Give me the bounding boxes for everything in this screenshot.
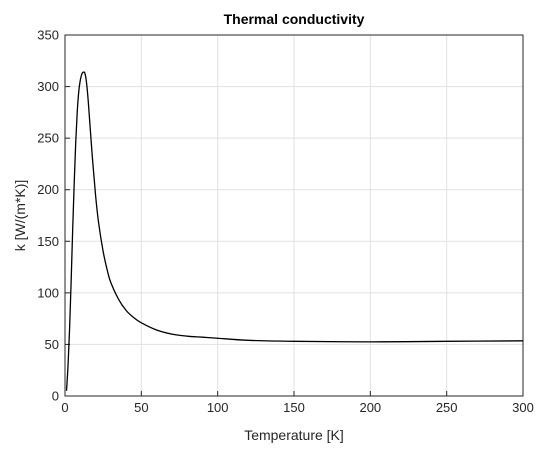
x-tick-label: 200 [359,400,381,415]
ticks: 0 50 100 150 200 250 300 0 50 100 150 200 250 300 350 [37,28,534,416]
x-tick-label: 0 [61,400,68,415]
y-tick-label: 0 [52,389,59,404]
y-tick-label: 200 [37,182,59,197]
x-axis-label: Temperature [K] [244,427,344,443]
y-tick-label: 300 [37,79,59,94]
series-layer [65,71,524,391]
y-tick-label: 250 [37,131,59,146]
series-line [65,71,524,391]
x-tick-label: 100 [207,400,229,415]
y-tick-label: 100 [37,285,59,300]
y-tick-label: 150 [37,234,59,249]
x-tick-label: 50 [134,400,148,415]
y-axis-label: k [W/(m*K)] [12,180,28,252]
chart-title: Thermal conductivity [224,11,365,27]
x-tick-label: 300 [512,400,534,415]
grid [64,34,524,397]
y-tick-label: 350 [37,28,59,43]
x-tick-label: 150 [283,400,305,415]
x-tick-label: 250 [436,400,458,415]
y-tick-label: 50 [45,337,59,352]
